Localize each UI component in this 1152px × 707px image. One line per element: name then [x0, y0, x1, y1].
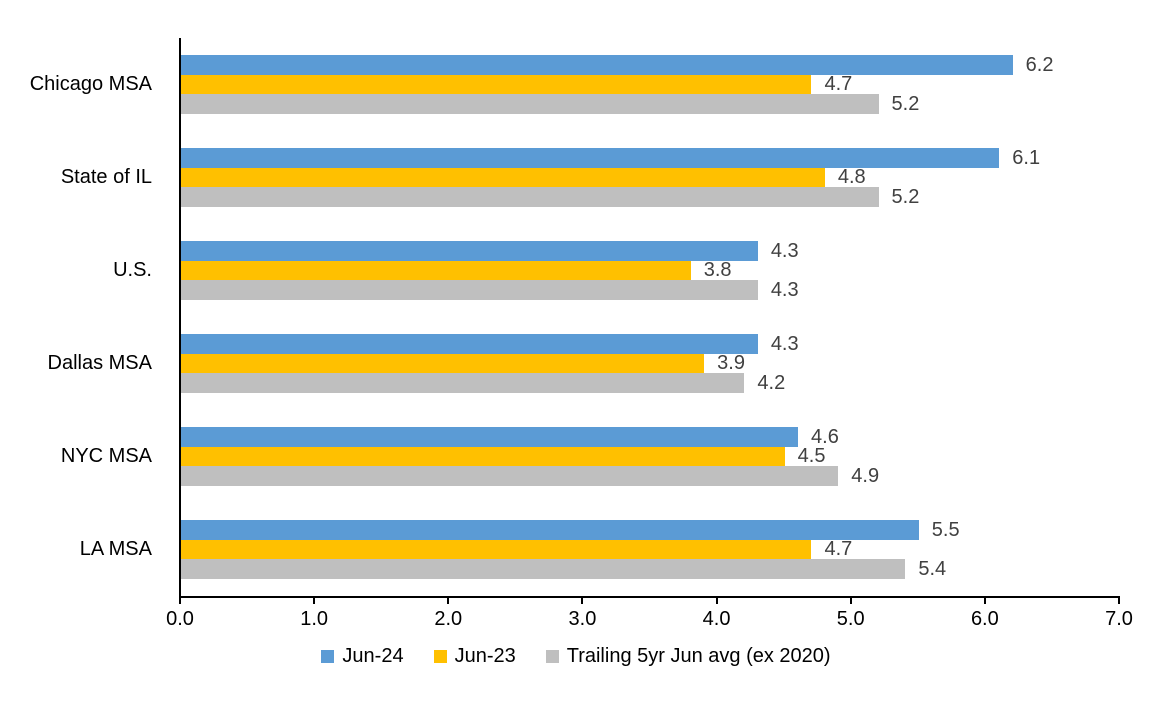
bar-line: 3.9	[181, 352, 1120, 374]
bar-line: 5.4	[181, 557, 1120, 580]
x-tick-3-0	[581, 597, 584, 604]
bar-line: 4.7	[181, 73, 1120, 95]
bar-line: 5.5	[181, 518, 1120, 541]
x-tick-7-0	[1118, 597, 1120, 604]
bar-jun-24-nyc-msa	[181, 427, 799, 447]
bar-trailing-5yr-jun-avg-ex-2020-u-s	[181, 280, 758, 300]
chart-legend: Jun-24 Jun-23 Trailing 5yr Jun avg (ex 202…	[0, 645, 1152, 668]
category-group-chicago-msa: 6.2 4.7 5.2	[181, 38, 1120, 131]
x-tick-label-5-0: 5.0	[836, 608, 865, 630]
category-label-state-of-il: State of IL	[60, 166, 152, 188]
x-tick-label-3-0: 3.0	[568, 608, 597, 630]
legend-item-jun-23: Jun-23	[433, 645, 516, 668]
bar-line: 4.3	[181, 332, 1120, 355]
value-label-jun-24-state-of-il: 6.1	[1012, 146, 1041, 169]
bar-line: 4.2	[181, 371, 1120, 394]
y-axis-category-labels: Chicago MSA State of IL U.S. Dallas MSA NYC …	[0, 38, 166, 596]
bar-line: 5.2	[181, 185, 1120, 208]
value-label-jun-24-la-msa: 5.5	[931, 518, 960, 541]
bar-line: 4.6	[181, 425, 1120, 448]
bar-jun-23-chicago-msa	[181, 74, 812, 95]
legend-label-trailing-5yr-jun-avg-ex-2020: Trailing 5yr Jun avg (ex 2020)	[566, 645, 831, 667]
bar-line: 4.5	[181, 445, 1120, 467]
category-label-u-s: U.S.	[113, 259, 152, 281]
x-tick-5-0	[849, 597, 852, 604]
bar-jun-24-dallas-msa	[181, 334, 758, 354]
bar-line: 6.1	[181, 146, 1120, 169]
category-label-la-msa: LA MSA	[79, 538, 152, 560]
value-label-jun-23-chicago-msa: 4.7	[824, 73, 853, 95]
value-label-trailing-5yr-jun-avg-ex-2020-nyc-msa: 4.9	[851, 464, 880, 487]
x-tick-0-0	[179, 597, 181, 604]
bar-line: 4.3	[181, 239, 1120, 262]
value-label-trailing-5yr-jun-avg-ex-2020-chicago-msa: 5.2	[891, 92, 920, 115]
bar-jun-23-u-s	[181, 260, 691, 281]
bar-trailing-5yr-jun-avg-ex-2020-nyc-msa	[181, 466, 839, 486]
bar-jun-24-chicago-msa	[181, 55, 1013, 75]
value-label-jun-24-u-s: 4.3	[770, 239, 799, 262]
category-label-dallas-msa: Dallas MSA	[47, 352, 152, 374]
value-label-jun-24-dallas-msa: 4.3	[770, 332, 799, 355]
bar-jun-23-dallas-msa	[181, 353, 705, 374]
bar-jun-23-nyc-msa	[181, 446, 785, 467]
bar-trailing-5yr-jun-avg-ex-2020-dallas-msa	[181, 373, 745, 393]
x-tick-label-4-0: 4.0	[702, 608, 731, 630]
value-label-jun-23-u-s: 3.8	[703, 259, 732, 281]
bar-line: 3.8	[181, 259, 1120, 281]
value-label-trailing-5yr-jun-avg-ex-2020-la-msa: 5.4	[918, 557, 947, 580]
bar-jun-23-la-msa	[181, 539, 812, 560]
bar-jun-24-u-s	[181, 241, 758, 261]
x-tick-label-6-0: 6.0	[970, 608, 999, 630]
bar-jun-24-state-of-il	[181, 148, 1000, 168]
x-tick-2-0	[447, 597, 450, 604]
bar-line: 4.7	[181, 538, 1120, 560]
category-label-chicago-msa: Chicago MSA	[29, 73, 152, 95]
legend-swatch-trailing-5yr-jun-avg-ex-2020	[545, 650, 559, 663]
category-group-nyc-msa: 4.6 4.5 4.9	[181, 410, 1120, 503]
bar-trailing-5yr-jun-avg-ex-2020-chicago-msa	[181, 94, 879, 114]
value-label-trailing-5yr-jun-avg-ex-2020-u-s: 4.3	[770, 278, 799, 301]
x-tick-label-7-0: 7.0	[1105, 608, 1133, 630]
value-label-jun-24-nyc-msa: 4.6	[811, 425, 839, 448]
bar-line: 5.2	[181, 92, 1120, 115]
legend-swatch-jun-24	[321, 650, 335, 663]
category-group-state-of-il: 6.1 4.8 5.2	[181, 131, 1120, 224]
bar-line: 4.8	[181, 166, 1120, 188]
x-tick-label-1-0: 1.0	[300, 608, 329, 630]
value-label-jun-23-state-of-il: 4.8	[837, 166, 866, 188]
category-group-u-s: 4.3 3.8 4.3	[181, 224, 1120, 317]
legend-item-trailing-5yr-jun-avg-ex-2020: Trailing 5yr Jun avg (ex 2020)	[545, 645, 831, 668]
legend-swatch-jun-23	[433, 650, 447, 663]
category-group-dallas-msa: 4.3 3.9 4.2	[181, 317, 1120, 410]
x-tick-6-0	[983, 597, 986, 604]
bar-line: 4.3	[181, 278, 1120, 301]
bar-jun-24-la-msa	[181, 520, 919, 540]
value-label-jun-23-la-msa: 4.7	[824, 538, 853, 560]
x-tick-label-0-0: 0.0	[166, 608, 194, 630]
x-tick-1-0	[313, 597, 316, 604]
bar-line: 6.2	[181, 53, 1120, 76]
plot-area: 6.2 4.7 5.2 6.1 4.8 5.2 4.3 3.8 4.3 4.3 3.9 4.2 4.6 4…	[179, 38, 1120, 598]
value-label-jun-23-nyc-msa: 4.5	[797, 445, 826, 467]
value-label-trailing-5yr-jun-avg-ex-2020-state-of-il: 5.2	[891, 185, 920, 208]
value-label-trailing-5yr-jun-avg-ex-2020-dallas-msa: 4.2	[757, 371, 786, 394]
bar-trailing-5yr-jun-avg-ex-2020-state-of-il	[181, 187, 879, 207]
bar-jun-23-state-of-il	[181, 167, 825, 188]
category-label-nyc-msa: NYC MSA	[60, 445, 152, 467]
legend-label-jun-24: Jun-24	[342, 645, 404, 667]
x-axis-ticks	[179, 597, 1120, 605]
x-tick-label-2-0: 2.0	[434, 608, 463, 630]
category-group-la-msa: 5.5 4.7 5.4	[181, 503, 1120, 596]
legend-item-jun-24: Jun-24	[321, 645, 404, 668]
bar-trailing-5yr-jun-avg-ex-2020-la-msa	[181, 559, 906, 579]
x-tick-4-0	[715, 597, 718, 604]
value-label-jun-23-dallas-msa: 3.9	[717, 352, 745, 374]
x-axis-tick-labels: 0.0 1.0 2.0 3.0 4.0 5.0 6.0 7.0	[0, 608, 1152, 634]
bar-line: 4.9	[181, 464, 1120, 487]
legend-label-jun-23: Jun-23	[454, 645, 516, 667]
value-label-jun-24-chicago-msa: 6.2	[1025, 53, 1054, 76]
